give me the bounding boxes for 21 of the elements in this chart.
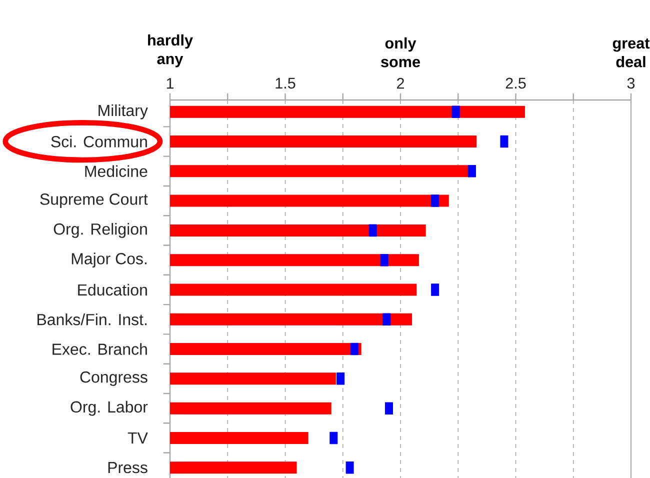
text: only some bbox=[381, 37, 420, 68]
x-tick-label: 1 bbox=[166, 78, 174, 89]
x-tick-label: 1.5 bbox=[276, 78, 296, 89]
y-tick-label: Banks/Fin. Inst. bbox=[38, 314, 146, 326]
text: hardly any bbox=[148, 34, 193, 68]
y-tick-label: Major Cos. bbox=[72, 252, 146, 268]
y-tick-label: Education bbox=[78, 284, 147, 296]
y-tick-label: Exec. Branch bbox=[52, 343, 147, 355]
y-tick-label: Military bbox=[98, 104, 148, 120]
y-tick-label: Press bbox=[108, 462, 148, 474]
y-tick-label: TV bbox=[128, 432, 148, 444]
x-tick-label: 2.5 bbox=[506, 78, 526, 89]
text: great deal bbox=[612, 38, 650, 68]
y-tick-label: Congress bbox=[80, 371, 148, 386]
x-tick-label: 3 bbox=[627, 78, 635, 89]
x-tick-label: 2 bbox=[397, 78, 404, 89]
y-tick-label: Org. Labor bbox=[70, 400, 148, 416]
y-tick-label: Sci. Commun bbox=[51, 136, 147, 148]
y-tick-label: Supreme Court bbox=[40, 194, 148, 208]
y-tick-label: Medicine bbox=[85, 165, 148, 178]
y-tick-label: Org. Religion bbox=[54, 222, 147, 238]
